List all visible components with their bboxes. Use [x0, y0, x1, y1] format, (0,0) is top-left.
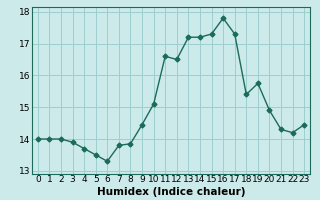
- X-axis label: Humidex (Indice chaleur): Humidex (Indice chaleur): [97, 187, 245, 197]
